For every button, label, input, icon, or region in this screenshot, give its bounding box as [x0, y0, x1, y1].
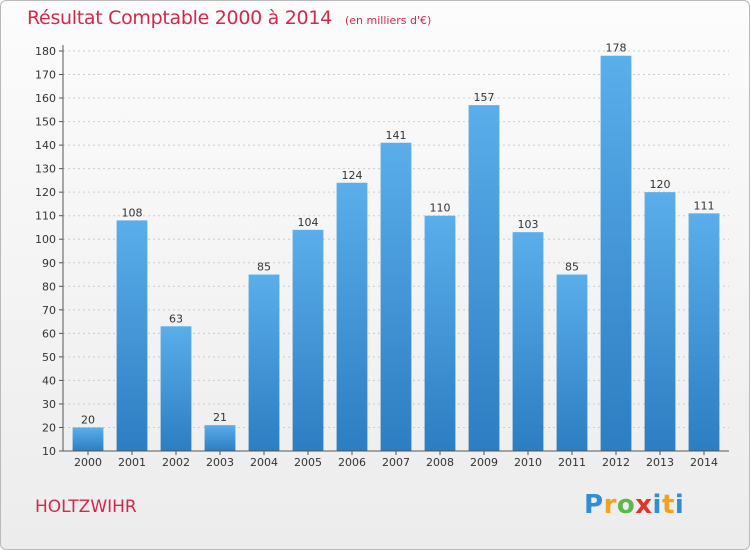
y-tick-label: 90 [42, 257, 56, 270]
bar [556, 274, 588, 451]
y-tick-label: 70 [42, 304, 56, 317]
bar [688, 213, 720, 451]
x-tick-label: 2005 [294, 456, 322, 469]
x-tick-label: 2007 [382, 456, 410, 469]
y-tick-label: 170 [35, 69, 56, 82]
data-label: 103 [518, 218, 539, 231]
y-tick-label: 180 [35, 45, 56, 58]
data-label: 110 [430, 202, 451, 215]
x-tick-label: 2008 [426, 456, 454, 469]
chart-title: Résultat Comptable 2000 à 2014 [27, 7, 332, 29]
axes: 10 20 30 40 50 60 70 80 90 100 110 120 130 140 150 160 1… [35, 45, 729, 469]
data-label: 20 [81, 413, 95, 426]
y-tick-label: 50 [42, 351, 56, 364]
x-tick-label: 2001 [118, 456, 146, 469]
bar [336, 182, 368, 451]
bar [644, 192, 676, 452]
data-label: 120 [650, 178, 671, 191]
data-label: 108 [122, 206, 143, 219]
bar [468, 105, 500, 451]
x-tick-label: 2002 [162, 456, 190, 469]
y-tick-label: 10 [42, 445, 56, 458]
x-tick-label: 2004 [250, 456, 278, 469]
bar [160, 326, 192, 451]
y-tick-label: 80 [42, 280, 56, 293]
x-tick-label: 2014 [690, 456, 718, 469]
chart-subtitle: (en milliers d'€) [344, 14, 432, 27]
y-tick-label: 40 [42, 374, 56, 387]
x-tick-label: 2011 [558, 456, 586, 469]
y-tick-label: 160 [35, 92, 56, 105]
bar [424, 215, 456, 451]
y-tick-label: 120 [35, 186, 56, 199]
commune-name: HOLTZWIHR [35, 497, 137, 517]
bar [380, 142, 412, 451]
y-tick-label: 100 [35, 233, 56, 246]
bar [116, 220, 148, 451]
y-tick-label: 30 [42, 398, 56, 411]
data-label: 63 [169, 312, 183, 325]
data-label: 141 [386, 129, 407, 142]
y-tick-label: 20 [42, 421, 56, 434]
y-tick-label: 60 [42, 327, 56, 340]
proxiti-logo: Proxiti [584, 490, 685, 520]
data-label: 124 [342, 169, 363, 182]
data-label: 111 [694, 199, 715, 212]
x-tick-label: 2000 [74, 456, 102, 469]
data-label: 157 [474, 91, 495, 104]
x-tick-label: 2003 [206, 456, 234, 469]
x-tick-label: 2013 [646, 456, 674, 469]
bar [248, 274, 280, 451]
x-tick-label: 2010 [514, 456, 542, 469]
x-tick-label: 2012 [602, 456, 630, 469]
bar [512, 232, 544, 451]
bar [204, 425, 236, 451]
title-row: Résultat Comptable 2000 à 2014 (en milli… [27, 7, 431, 29]
bar [292, 229, 324, 451]
data-label: 85 [565, 261, 579, 274]
data-label: 21 [213, 411, 227, 424]
bar [72, 427, 104, 451]
x-tick-label: 2006 [338, 456, 366, 469]
data-label: 104 [298, 216, 319, 229]
data-label: 85 [257, 261, 271, 274]
y-tick-label: 140 [35, 139, 56, 152]
y-tick-label: 150 [35, 116, 56, 129]
bar [600, 55, 632, 452]
data-label: 178 [606, 42, 627, 55]
y-tick-label: 130 [35, 163, 56, 176]
y-tick-label: 110 [35, 210, 56, 223]
x-tick-label: 2009 [470, 456, 498, 469]
bars: 20 108 63 21 85 104 124 141 110 157 103 85 178 120 111 [72, 42, 720, 452]
